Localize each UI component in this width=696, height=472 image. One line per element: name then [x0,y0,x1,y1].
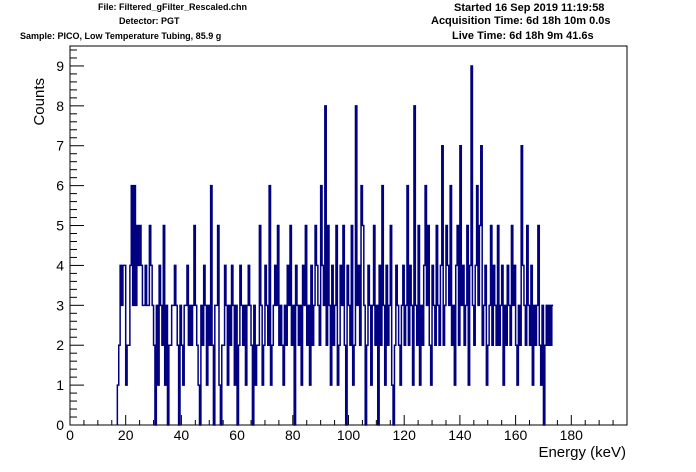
x-tick-label: 20 [118,427,134,443]
x-tick-label: 0 [66,427,74,443]
y-tick-label: 2 [56,337,64,353]
y-tick-label: 7 [56,138,64,154]
y-tick-label: 9 [56,58,64,74]
x-tick-label: 180 [560,427,584,443]
x-axis-label: Energy (keV) [538,444,626,461]
x-tick-label: 80 [285,427,301,443]
x-tick-label: 120 [393,427,417,443]
header-live: Live Time: 6d 18h 9m 41.6s [452,30,594,42]
y-tick-label: 0 [56,417,64,433]
y-tick-label: 4 [56,257,64,273]
x-tick-label: 40 [174,427,190,443]
y-tick-label: 3 [56,297,64,313]
header-sample: Sample: PICO, Low Temperature Tubing, 85… [20,31,222,41]
x-tick-label: 60 [229,427,245,443]
header-acquisition: Acquisition Time: 6d 18h 10m 0.0s [431,15,611,27]
y-tick-label: 6 [56,178,64,194]
header-detector: Detector: PGT [119,16,180,26]
y-tick-label: 8 [56,98,64,114]
y-tick-label: 5 [56,218,64,234]
y-tick-label: 1 [56,377,64,393]
x-tick-label: 100 [337,427,361,443]
header-started: Started 16 Sep 2019 11:19:58 [454,2,605,14]
x-tick-label: 160 [504,427,528,443]
y-axis-label: Counts [31,78,48,126]
histogram-line [116,65,554,426]
header-file: File: Filtered_gFilter_Rescaled.chn [98,2,248,12]
x-tick-label: 140 [448,427,472,443]
